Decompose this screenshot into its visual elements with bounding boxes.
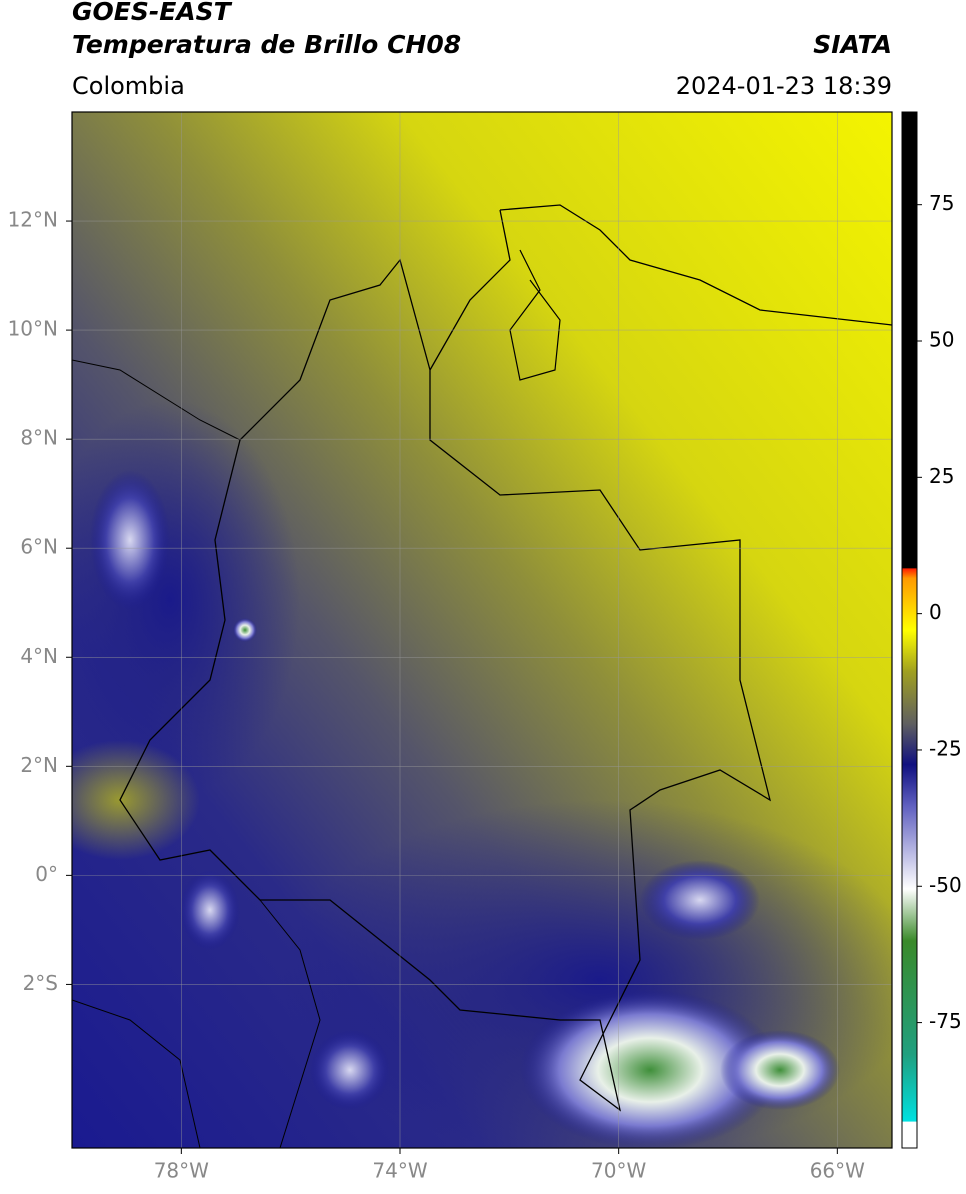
colorbar-label: -75 [929,1009,962,1033]
axes: 78°W 74°W 70°W 66°W 12°N 10°N 8°N 6°N 4°N 2°N 0° 2°… [8,112,962,1183]
colorbar-label: 0 [929,600,942,624]
source: SIATA [813,30,892,59]
y-tick-label: 6°N [20,535,58,559]
y-tick-label: 8°N [20,426,58,450]
colorbar-label: 25 [929,464,954,488]
x-tick-label: 78°W [154,1159,209,1183]
region: Colombia [72,72,185,100]
x-tick-label: 66°W [810,1159,865,1183]
satellite-image [72,112,892,1148]
y-tick-label: 10°N [8,317,58,341]
y-tick-label: 4°N [20,644,58,668]
y-tick-label: 12°N [8,208,58,232]
colorbar-label: -25 [929,736,962,760]
colorbar [901,111,918,1149]
map-frame [71,111,893,1149]
x-tick-label: 70°W [591,1159,646,1183]
colorbar-label: -50 [929,873,962,897]
y-tick-label: 2°S [23,971,58,995]
colorbar-label: 75 [929,191,954,215]
y-tick-label: 0° [35,862,58,886]
subtitle: Temperatura de Brillo CH08 [72,30,461,59]
title: GOES-EAST [72,0,233,26]
datetime: 2024-01-23 18:39 [676,72,892,100]
colorbar-label: 50 [929,328,954,352]
x-tick-label: 74°W [372,1159,427,1183]
y-tick-label: 2°N [20,753,58,777]
